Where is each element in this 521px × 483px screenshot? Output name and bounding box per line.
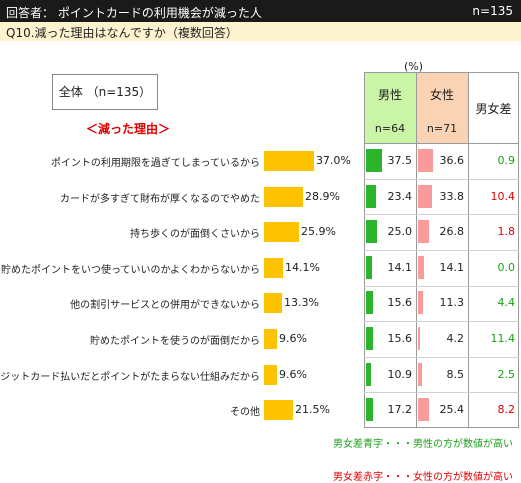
male-header-cell xyxy=(364,72,416,143)
female-value: 14.1 xyxy=(439,260,465,274)
male-value: 15.6 xyxy=(387,296,413,310)
male-value: 15.6 xyxy=(387,332,413,345)
category-label: 持ち歩くのが面倒くさいから xyxy=(130,229,260,241)
male-bar xyxy=(366,149,382,172)
total-bar xyxy=(264,364,277,385)
total-bar xyxy=(264,257,284,278)
diff-header: 男女差 xyxy=(475,102,512,116)
gender-diff-value: 2.5 xyxy=(497,367,516,381)
gender-diff-value: 0.0 xyxy=(497,260,516,274)
category-label: クレジットカード払いだとポイントがたまらない仕組みだから xyxy=(0,371,260,383)
total-value-label: 28.9% xyxy=(305,189,340,203)
gender-diff-value: 10.4 xyxy=(490,189,516,203)
total-value-label: 9.6% xyxy=(278,332,307,345)
total-bar xyxy=(264,151,314,171)
male-bar xyxy=(366,291,373,315)
row-divider xyxy=(364,356,519,358)
total-bar xyxy=(264,186,303,207)
male-bar xyxy=(366,255,372,279)
male-bar xyxy=(366,398,374,422)
female-value: 11.3 xyxy=(439,296,465,310)
row-divider xyxy=(364,321,519,323)
male-value: 25.0 xyxy=(387,225,413,239)
female-value: 8.5 xyxy=(446,367,465,381)
row-divider xyxy=(364,285,519,287)
female-value: 36.6 xyxy=(439,154,465,167)
male-value: 14.1 xyxy=(387,260,413,274)
reason-heading: ＜減った理由＞ xyxy=(86,122,171,136)
male-value: 10.9 xyxy=(387,367,413,381)
total-value-label: 25.9% xyxy=(300,225,336,239)
male-header-n: n=64 xyxy=(374,122,406,135)
female-header-n: n=71 xyxy=(426,122,458,135)
total-bar xyxy=(264,222,299,243)
female-header-cell xyxy=(416,72,468,143)
header-bar: 回答者： ポイントカードの利用機会が減った人 n=135 xyxy=(0,0,521,22)
male-bar xyxy=(366,220,377,244)
female-bar xyxy=(418,327,420,350)
female-value: 4.2 xyxy=(446,332,465,345)
gender-diff-value: 4.4 xyxy=(497,296,516,310)
gender-diff-value: 8.2 xyxy=(497,403,516,417)
gender-diff-value: 11.4 xyxy=(490,332,516,345)
category-label: ポイントの利用期限を過ぎてしまっているから xyxy=(50,158,260,169)
category-label: 貯めたポイントを使うのが面倒だから xyxy=(90,336,260,347)
male-bar xyxy=(366,327,373,350)
total-sample-box: 全体 （n=135） xyxy=(52,74,158,110)
total-value-label: 14.1% xyxy=(285,260,320,274)
total-value-label: 9.6% xyxy=(278,367,307,381)
category-label: その他 xyxy=(230,407,260,419)
footnote-female-higher: 男女差赤字・・・女性の方が数値が高い xyxy=(333,472,513,483)
header-sample-size: n=135 xyxy=(472,4,513,18)
female-value: 26.8 xyxy=(439,225,465,239)
male-bar xyxy=(366,362,371,386)
male-value: 23.4 xyxy=(387,189,413,203)
total-value-label: 21.5% xyxy=(295,403,330,417)
female-bar xyxy=(418,184,433,208)
category-label: 他の割引サービスとの併用ができないから xyxy=(70,300,260,312)
question-text: Q10.減った理由はなんですか（複数回答） xyxy=(6,26,238,40)
female-value: 25.4 xyxy=(439,403,465,417)
male-bar xyxy=(366,184,376,208)
female-bar xyxy=(418,291,423,315)
row-divider xyxy=(364,214,519,216)
female-header-name: 女性 xyxy=(429,88,454,102)
row-divider xyxy=(364,250,519,251)
female-bar xyxy=(418,398,429,422)
category-label: 貯めたポイントをいつ使っていいのかよくわからないから xyxy=(1,264,260,276)
header-divider xyxy=(364,143,519,144)
gender-diff-value: 1.8 xyxy=(497,225,516,239)
male-value: 37.5 xyxy=(387,154,413,167)
male-value: 17.2 xyxy=(387,403,413,417)
row-divider xyxy=(364,392,519,394)
total-bar xyxy=(264,329,277,349)
unit-label: (%) xyxy=(404,60,424,73)
row-divider xyxy=(364,178,519,180)
female-bar xyxy=(418,149,434,172)
gender-diff-value: 0.9 xyxy=(497,154,516,167)
category-label: カードが多すぎて財布が厚くなるのでやめた xyxy=(60,193,260,205)
header-title: 回答者： ポイントカードの利用機会が減った人 xyxy=(6,6,262,20)
female-bar xyxy=(418,220,430,244)
total-bar xyxy=(264,293,282,314)
female-bar xyxy=(418,255,424,279)
male-header-name: 男性 xyxy=(377,88,402,102)
question-bar: Q10.減った理由はなんですか（複数回答） xyxy=(0,22,521,41)
female-value: 33.8 xyxy=(439,189,465,203)
footnote-male-higher: 男女差青字・・・男性の方が数値が高い xyxy=(333,439,513,450)
total-value-label: 13.3% xyxy=(283,296,319,310)
total-value-label: 37.0% xyxy=(315,154,351,167)
total-bar xyxy=(264,400,294,421)
female-bar xyxy=(418,362,422,386)
